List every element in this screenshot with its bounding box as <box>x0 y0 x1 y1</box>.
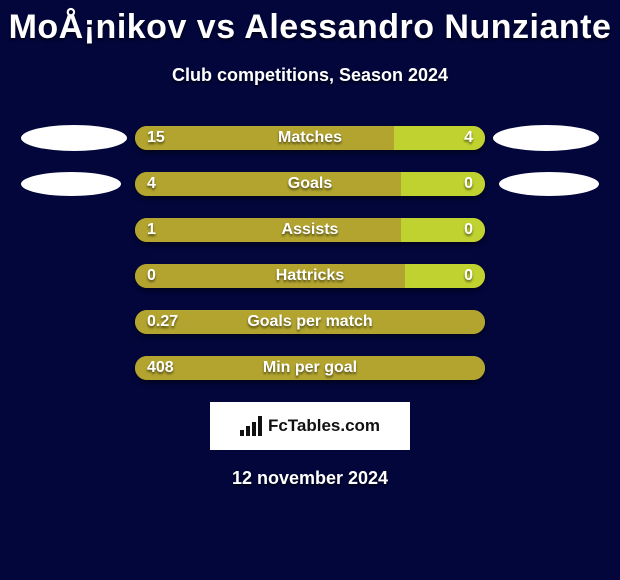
stat-bar: 40Goals <box>135 172 485 196</box>
stat-row: 00Hattricks <box>0 264 620 288</box>
subtitle: Club competitions, Season 2024 <box>0 65 620 86</box>
page-title: MoÅ¡nikov vs Alessandro Nunziante <box>0 0 620 47</box>
right-side <box>485 125 605 151</box>
stat-bar: 0.27Goals per match <box>135 310 485 334</box>
stat-bar: 00Hattricks <box>135 264 485 288</box>
stat-row: 408Min per goal <box>0 356 620 380</box>
right-side <box>485 172 605 196</box>
stat-label: Goals per match <box>135 310 485 334</box>
date-label: 12 november 2024 <box>0 468 620 489</box>
player-ellipse-icon <box>21 172 121 196</box>
stat-label: Min per goal <box>135 356 485 380</box>
stat-label: Matches <box>135 126 485 150</box>
left-side <box>15 125 135 151</box>
player-ellipse-icon <box>493 125 599 151</box>
logo-text: FcTables.com <box>268 416 380 436</box>
stat-bar: 408Min per goal <box>135 356 485 380</box>
stat-row: 0.27Goals per match <box>0 310 620 334</box>
stat-row: 40Goals <box>0 172 620 196</box>
stat-row: 154Matches <box>0 126 620 150</box>
stat-label: Assists <box>135 218 485 242</box>
player-ellipse-icon <box>21 125 127 151</box>
stat-label: Hattricks <box>135 264 485 288</box>
stat-bar: 154Matches <box>135 126 485 150</box>
stat-bar: 10Assists <box>135 218 485 242</box>
left-side <box>15 172 135 196</box>
stat-rows: 154Matches 40Goals 10Assists 00Hattricks 0.2… <box>0 126 620 380</box>
logo-bars-icon <box>240 416 262 436</box>
stat-label: Goals <box>135 172 485 196</box>
stat-row: 10Assists <box>0 218 620 242</box>
player-ellipse-icon <box>499 172 599 196</box>
fctables-logo: FcTables.com <box>210 402 410 450</box>
